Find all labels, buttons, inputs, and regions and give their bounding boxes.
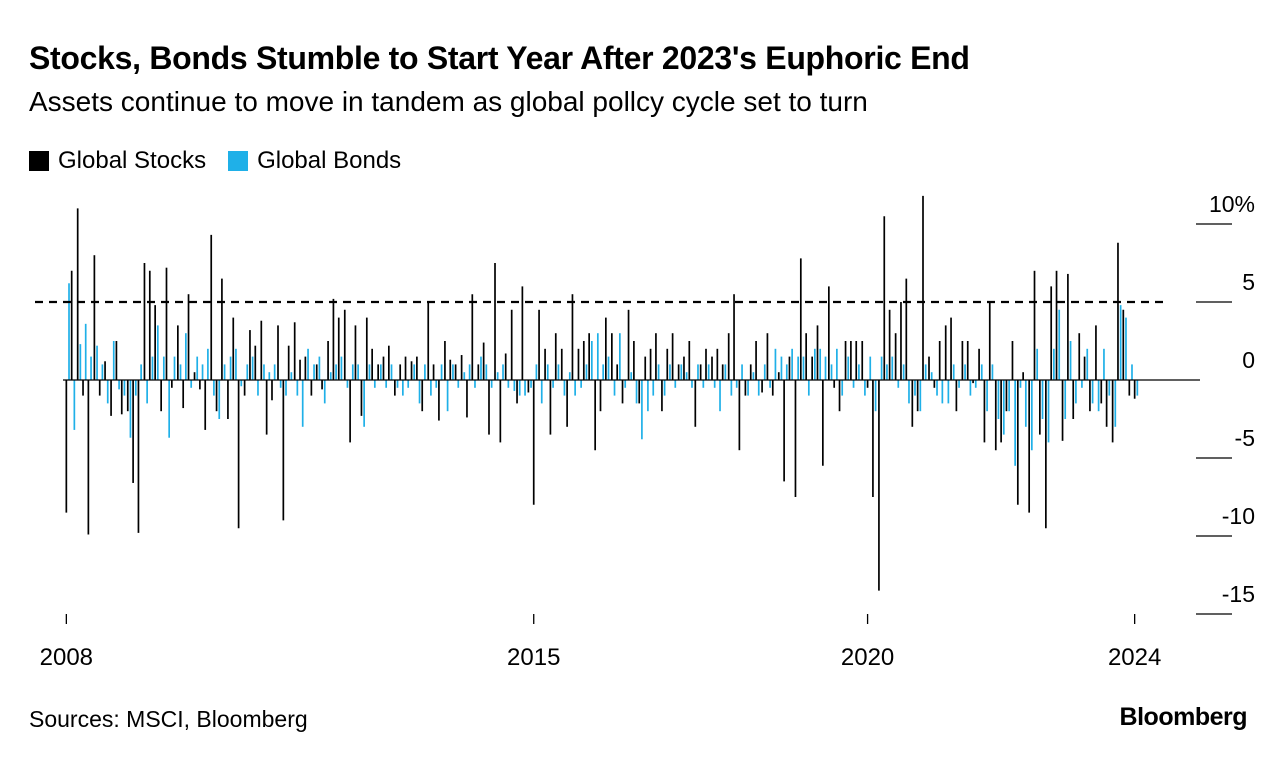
y-tick-label: 0 <box>1242 347 1255 373</box>
bars-group <box>65 195 1139 591</box>
y-tick-label: 10% <box>1209 191 1255 217</box>
legend-swatch-bonds <box>228 151 249 171</box>
x-tick-label: 2015 <box>507 644 560 671</box>
bloomberg-logo: Bloomberg <box>1119 703 1248 731</box>
y-tick-label: -10 <box>1222 503 1255 529</box>
chart-title: Stocks, Bonds Stumble to Start Year Afte… <box>29 40 970 76</box>
legend-label-stocks: Global Stocks <box>58 147 207 174</box>
legend-swatch-stocks <box>29 151 49 171</box>
chart-subtitle: Assets continue to move in tandem as glo… <box>29 86 868 117</box>
y-tick-label: 5 <box>1242 269 1255 295</box>
y-tick-label: -15 <box>1222 581 1255 607</box>
chart-legend: Global Stocks Global Bonds <box>29 147 423 175</box>
legend-item-stocks: Global Stocks <box>29 147 206 175</box>
legend-item-bonds: Global Bonds <box>228 147 401 175</box>
x-tick-label: 2024 <box>1108 644 1161 671</box>
legend-label-bonds: Global Bonds <box>257 147 402 174</box>
x-tick-label: 2020 <box>841 644 894 671</box>
y-tick-label: -5 <box>1235 425 1255 451</box>
x-tick-label: 2008 <box>40 644 93 671</box>
source-note: Sources: MSCI, Bloomberg <box>29 706 308 732</box>
